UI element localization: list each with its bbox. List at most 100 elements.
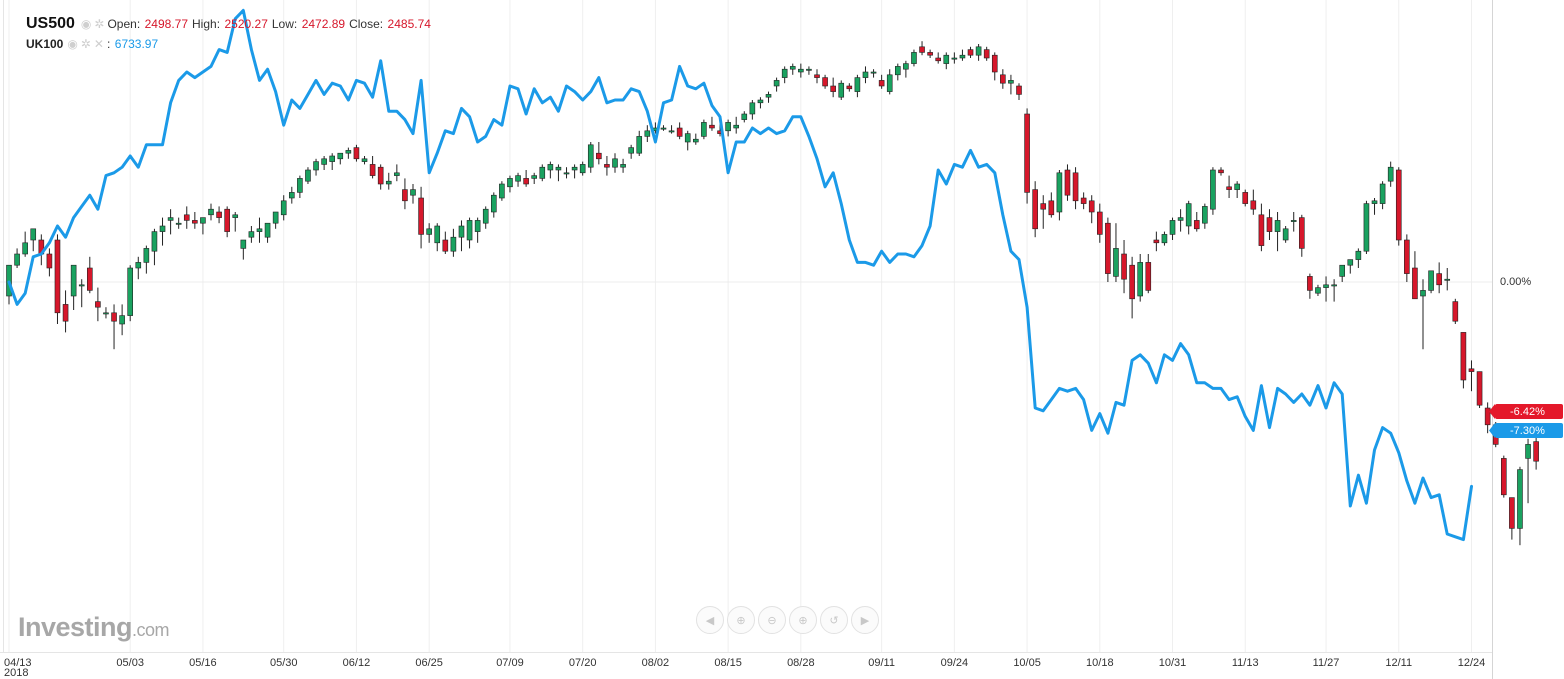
us500-candle-body (1290, 220, 1297, 222)
scroll-left-button[interactable]: ◀ (696, 606, 724, 634)
us500-candle-body (183, 214, 190, 221)
us500-candle-body (507, 178, 513, 188)
us500-candle-body (111, 312, 117, 322)
us500-candle-body (1048, 200, 1055, 216)
us500-candle-body (482, 208, 489, 224)
reset-button[interactable]: ↺ (820, 606, 848, 634)
us500-candle-body (830, 85, 836, 92)
us500-candle-body (353, 147, 360, 160)
us500-candle-body (749, 102, 756, 115)
us500-candle-body (369, 164, 376, 176)
us500-candle-body (54, 239, 61, 314)
us500-candle-body (579, 164, 586, 174)
us500-candle-body (1242, 192, 1249, 204)
us500-candle-body (692, 138, 699, 143)
chart-navigation: ◀ ⊕ ⊖ ⊕ ↺ ▶ (696, 606, 882, 634)
us500-candle-body (1355, 250, 1362, 260)
us500-candle-body (515, 175, 521, 182)
us500-candle-body (838, 82, 845, 98)
us500-candle-body (1395, 169, 1402, 241)
us500-candle-body (1064, 169, 1071, 196)
us500-candle-body (167, 217, 174, 221)
us500-candle-body (232, 214, 239, 218)
us500-candle-body (1347, 259, 1354, 266)
x-tick-label: 12/11 (1385, 657, 1412, 669)
low-value: 2472.89 (301, 17, 346, 31)
us500-candle-body (911, 52, 917, 64)
us500-candle-body (668, 130, 675, 133)
us500-candle-body (757, 99, 764, 104)
us500-candle-body (1282, 228, 1289, 241)
us500-candle-body (741, 113, 748, 120)
us500-candle-body (1517, 469, 1523, 529)
uk100-symbol[interactable]: UK100 (26, 37, 64, 51)
us500-candle-body (1097, 211, 1103, 235)
us500-candle-body (426, 228, 432, 235)
us500-candle-body (1072, 172, 1079, 202)
us500-candle-body (1436, 273, 1442, 286)
eye-icon[interactable]: ◉ (80, 17, 92, 31)
us500-candle-body (1234, 183, 1240, 190)
us500-candle-body (1000, 74, 1006, 84)
us500-candle-body (733, 124, 740, 129)
us500-candle-body (200, 217, 206, 224)
us500-candle-body (95, 301, 101, 308)
us500-candle-body (1460, 332, 1467, 381)
scroll-left-icon: ◀ (705, 614, 715, 627)
us500-candle-body (991, 54, 998, 73)
uk100-last-badge: -7.30% (1489, 423, 1563, 438)
us500-candle-body (725, 122, 731, 132)
close-icon[interactable]: ✕ (93, 37, 104, 51)
us500-candle-body (1468, 368, 1475, 372)
us500-candle-body (442, 239, 449, 252)
us500-candle-body (1501, 458, 1507, 496)
zoom-out-button[interactable]: ⊖ (758, 606, 786, 634)
us500-candle-body (1032, 189, 1038, 230)
uk100-last-label: -7.30% (1510, 425, 1545, 437)
zoom-in-button[interactable]: ⊕ (727, 606, 755, 634)
us500-candle-body (418, 197, 424, 235)
us500-candle-body (1218, 169, 1224, 174)
us500-candle-body (814, 74, 820, 78)
gear-icon[interactable]: ✲ (80, 37, 91, 51)
us500-candle-body (127, 267, 133, 316)
x-tick-label: 08/02 (642, 657, 670, 669)
us500-symbol[interactable]: US500 (26, 15, 75, 32)
us500-candle-body (1088, 200, 1095, 213)
us500-candle-body (377, 166, 384, 185)
us500-candle-body (1040, 203, 1047, 210)
us500-candle-body (1484, 407, 1491, 426)
us500-candle-body (789, 66, 796, 70)
us500-candle-body (1008, 80, 1014, 84)
us500-candle-body (1299, 217, 1305, 249)
us500-candle-body (394, 172, 400, 176)
us500-candle-body (620, 164, 626, 168)
eye-icon[interactable]: ◉ (67, 37, 78, 51)
low-label: Low: (271, 17, 298, 31)
zoom-in-icon: ⊕ (736, 614, 746, 627)
gear-icon[interactable]: ✲ (94, 17, 105, 31)
us500-candle-body (1056, 172, 1063, 213)
reset-icon: ↺ (829, 614, 839, 627)
us500-candle-body (773, 80, 780, 87)
us500-candle-body (321, 158, 327, 165)
us500-candle-body (1266, 217, 1273, 232)
uk100-value: 6733.97 (114, 37, 159, 51)
x-tick-label: 07/20 (569, 657, 597, 669)
us500-candle-body (1250, 200, 1257, 210)
us500-candle-body (466, 220, 473, 241)
us500-candle-body (175, 222, 182, 225)
us500-candle-body (329, 155, 336, 162)
us500-candle-body (385, 180, 392, 185)
us500-candle-body (555, 166, 562, 171)
us500-candle-body (46, 253, 53, 269)
us500-candle-body (1509, 497, 1515, 529)
us500-candle-body (87, 267, 93, 291)
us500-candle-body (1525, 444, 1531, 459)
us500-candle-body (458, 225, 465, 238)
scroll-right-button[interactable]: ▶ (851, 606, 879, 634)
zoom-in-2-button[interactable]: ⊕ (789, 606, 817, 634)
us500-candle-body (846, 85, 853, 90)
us500-candle-body (1412, 267, 1418, 300)
